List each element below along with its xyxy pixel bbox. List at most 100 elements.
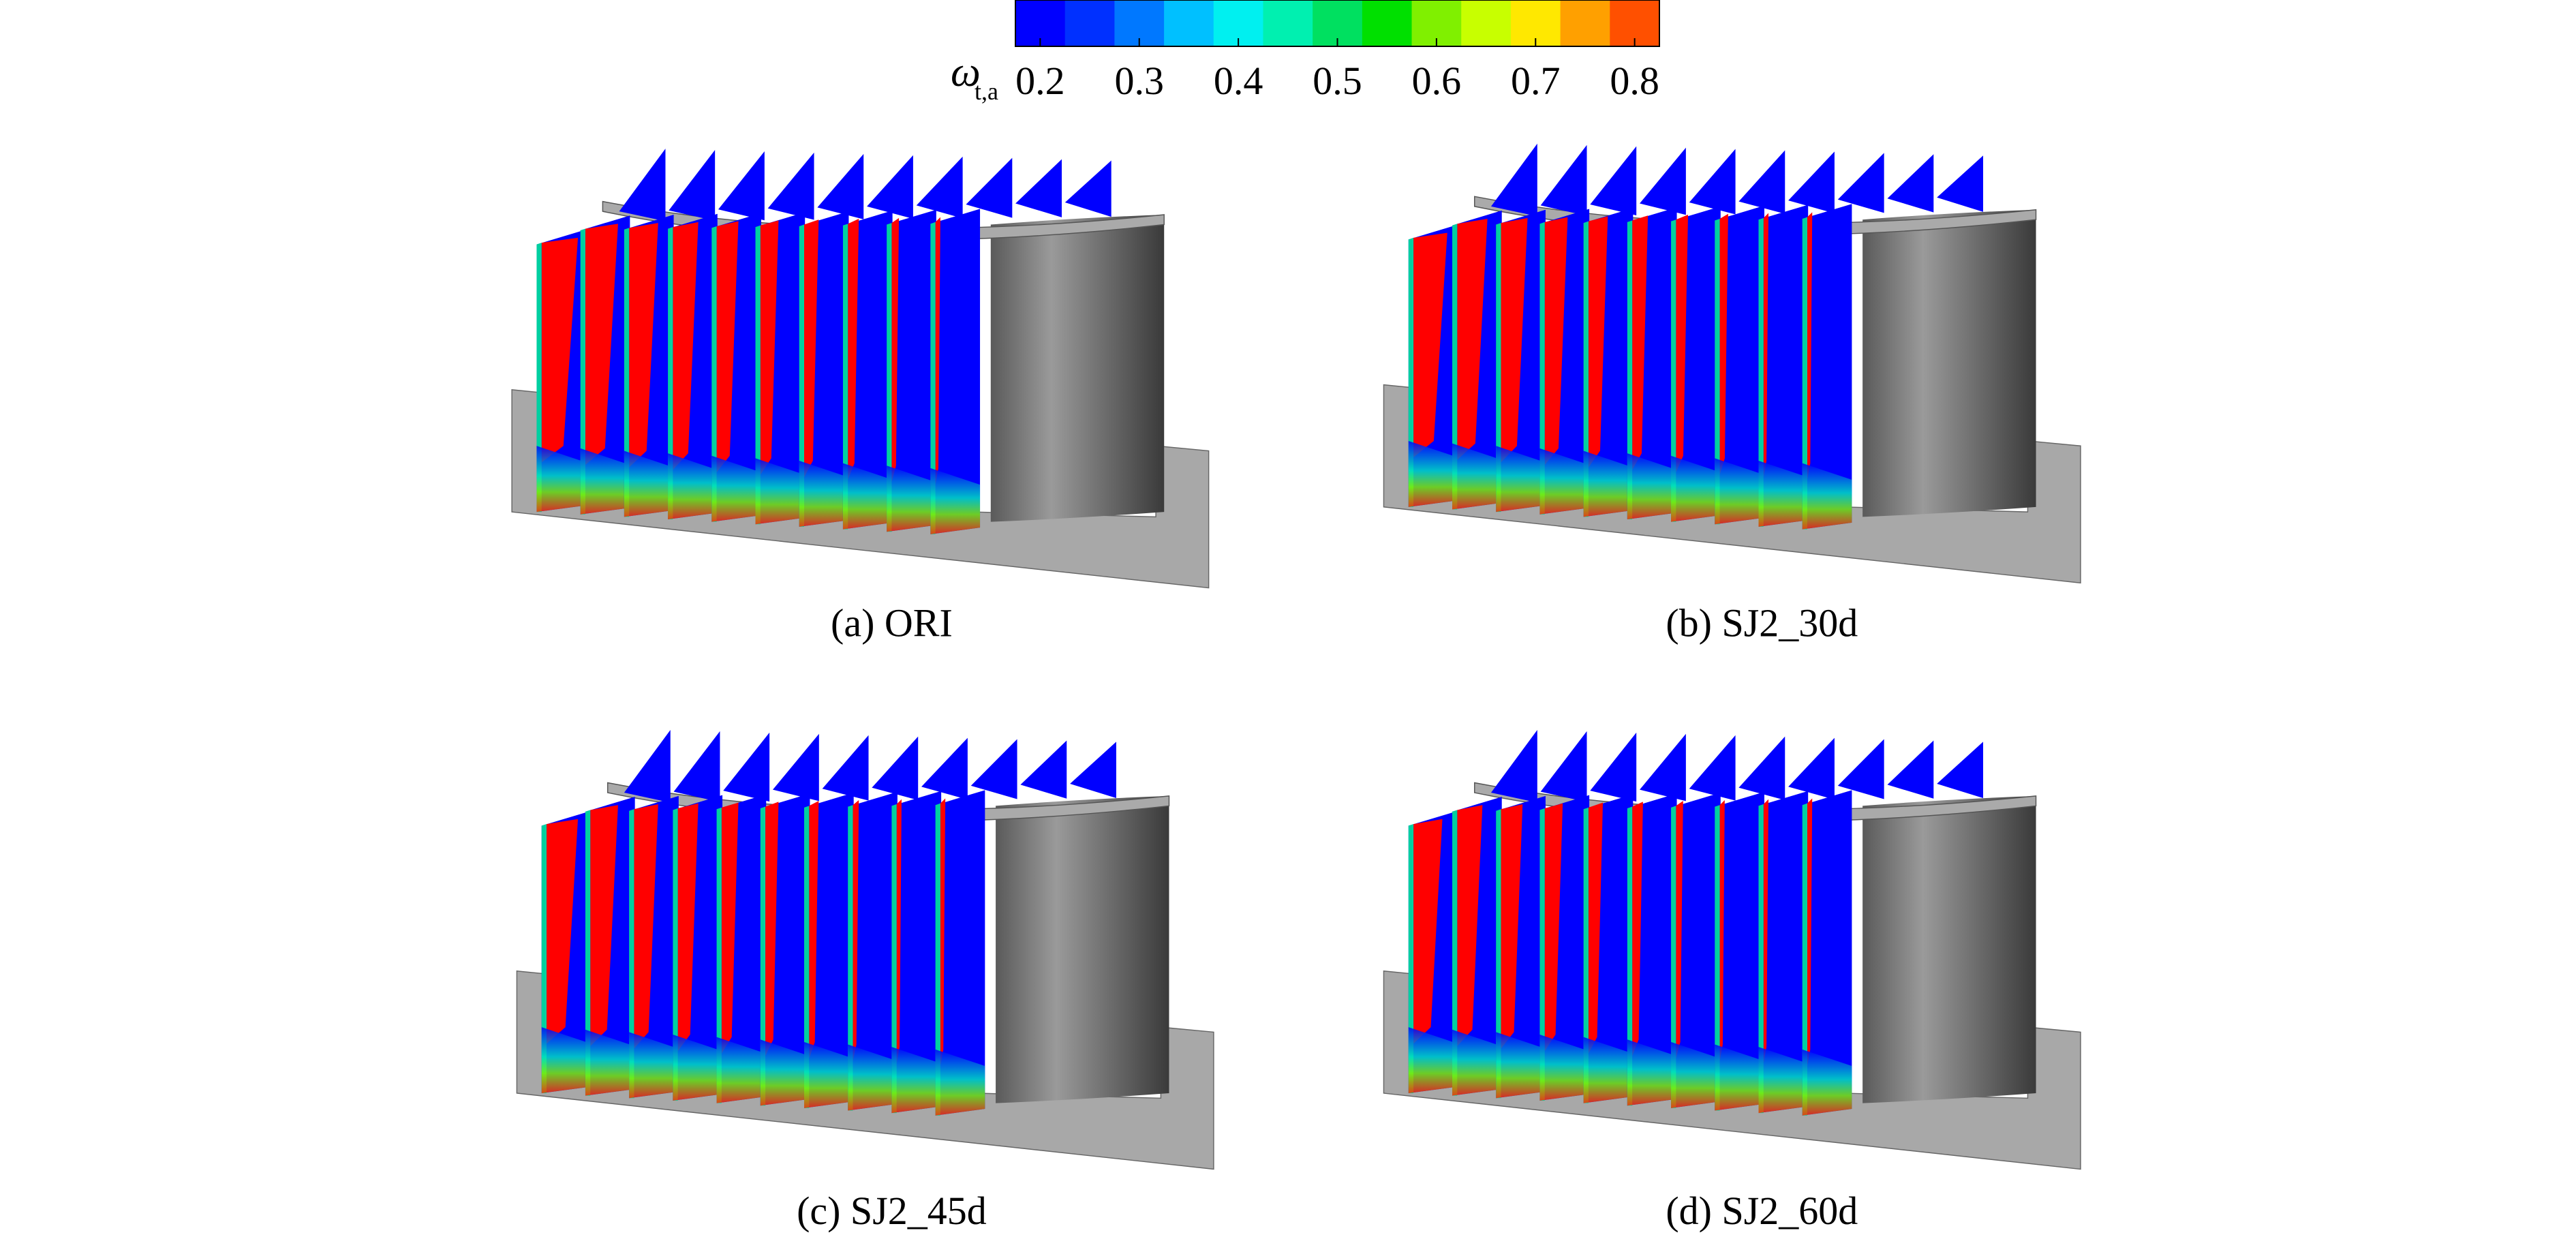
blade-edge	[541, 824, 547, 1094]
blade-loss-core	[1763, 213, 1769, 478]
upper-blade	[767, 152, 814, 220]
upper-blade	[1738, 736, 1785, 800]
blade-loss-core	[673, 222, 699, 470]
upper-blade	[970, 739, 1017, 799]
blade-loss-core	[634, 804, 658, 1049]
blade-edge	[1627, 220, 1633, 520]
blade-loss-core	[1632, 215, 1649, 470]
blade-edge	[1496, 809, 1501, 1099]
colorbar-tick-label: 0.5	[1313, 59, 1362, 103]
blade-endwall-loss	[1408, 1027, 1458, 1094]
colorbar-label-sub: t,a	[975, 78, 998, 105]
upper-blade	[1064, 160, 1111, 217]
upper-blade	[1020, 740, 1067, 799]
upper-blade	[1015, 159, 1062, 217]
colorbar: ω t,a 0.2 0.3 0.4 0.5 0.6 0.7 0.8	[951, 0, 1660, 105]
upper-blade	[723, 732, 770, 802]
panels	[511, 143, 2081, 1170]
colorbar-tick-label: 0.7	[1511, 59, 1561, 103]
colorbar-tick-label: 0.3	[1114, 59, 1164, 103]
render	[516, 729, 1214, 1170]
blade-endwall-loss	[629, 1032, 679, 1099]
blade-endwall-loss	[935, 1049, 985, 1116]
blade-loss-core	[1544, 803, 1563, 1052]
blade-endwall-loss	[1452, 1029, 1502, 1096]
upper-blade	[1788, 151, 1835, 214]
blade-endwall-loss	[887, 465, 936, 532]
blade-loss-core	[1501, 217, 1528, 463]
blade-slice	[1758, 791, 1809, 1114]
blade-edge	[887, 223, 892, 532]
colorbar-tick-label: 0.4	[1214, 59, 1263, 103]
blade-edge	[848, 805, 853, 1111]
colorbar-tick-label: 0.8	[1610, 59, 1659, 103]
blade-endwall-loss	[668, 453, 718, 520]
upper-blade	[1070, 742, 1116, 799]
blade-edge	[711, 226, 717, 522]
blade-endwall-loss	[716, 1037, 767, 1103]
blade-loss-core	[1544, 217, 1568, 465]
blade-edge	[716, 807, 722, 1103]
blade-edge	[580, 228, 585, 515]
upper-blade	[1887, 740, 1934, 799]
blade-endwall-loss	[624, 450, 674, 517]
blade-loss-core	[1763, 799, 1769, 1064]
blade-endwall-loss	[1715, 1044, 1764, 1111]
blade-endwall-loss	[842, 463, 893, 530]
blade-endwall-loss	[1539, 448, 1590, 515]
upper-blade	[1788, 737, 1835, 800]
blade-edge	[536, 243, 542, 513]
blade-loss-core	[760, 220, 779, 475]
blade-edge	[1452, 810, 1458, 1096]
blade-endwall-loss	[1539, 1035, 1590, 1101]
blade-endwall-loss	[930, 468, 981, 534]
upper-blade	[1640, 147, 1686, 215]
upper-blade	[921, 737, 968, 800]
blade-edge	[804, 806, 810, 1108]
blade-endwall-loss	[1715, 458, 1764, 525]
blade-endwall-loss	[891, 1047, 942, 1114]
upper-blade	[1937, 155, 1984, 212]
upper-blade	[1887, 154, 1934, 213]
blade-slice	[930, 209, 981, 534]
blade-edge	[930, 222, 936, 534]
blade-endwall-loss	[585, 1029, 635, 1096]
upper-blade	[619, 149, 666, 222]
hub-cylinder	[1862, 209, 2036, 517]
upper-blade	[1689, 735, 1736, 801]
blade-endwall-loss	[711, 455, 762, 522]
blade-loss-core	[1588, 216, 1608, 468]
blade-slice	[1758, 204, 1809, 527]
blade-edge	[1758, 804, 1764, 1114]
blade-loss-core	[804, 219, 819, 478]
upper-blade	[718, 151, 765, 221]
blade-loss-core	[1719, 799, 1725, 1061]
blade-loss-core	[721, 802, 739, 1054]
upper-blade	[1490, 729, 1537, 803]
blade-endwall-loss	[799, 461, 849, 527]
colorbar-bin	[1362, 0, 1413, 46]
upper-blade	[916, 156, 963, 219]
blade-endwall-loss	[1758, 461, 1809, 527]
blade-loss-core	[1632, 801, 1643, 1056]
blade-endwall-loss	[755, 458, 806, 525]
upper-blade	[1640, 733, 1686, 801]
blade-endwall-loss	[1627, 1039, 1677, 1106]
blade-edge	[842, 224, 848, 530]
blade-loss-core	[1413, 819, 1443, 1044]
blade-endwall-loss	[673, 1035, 723, 1101]
blade-endwall-loss	[1627, 453, 1677, 520]
upper-blade	[1689, 149, 1736, 215]
hub-cylinder	[996, 795, 1169, 1103]
blade-endwall-loss	[541, 1027, 592, 1094]
blade-endwall-loss	[1758, 1047, 1809, 1114]
render	[1383, 143, 2081, 584]
blade-loss-core	[1413, 232, 1447, 458]
blade-edge	[1802, 803, 1807, 1116]
blade-endwall-loss	[1496, 1032, 1546, 1099]
blade-edge	[673, 808, 678, 1101]
blade-edge	[1583, 221, 1589, 517]
blade-loss-core	[891, 217, 900, 483]
colorbar-bin	[1064, 0, 1115, 46]
